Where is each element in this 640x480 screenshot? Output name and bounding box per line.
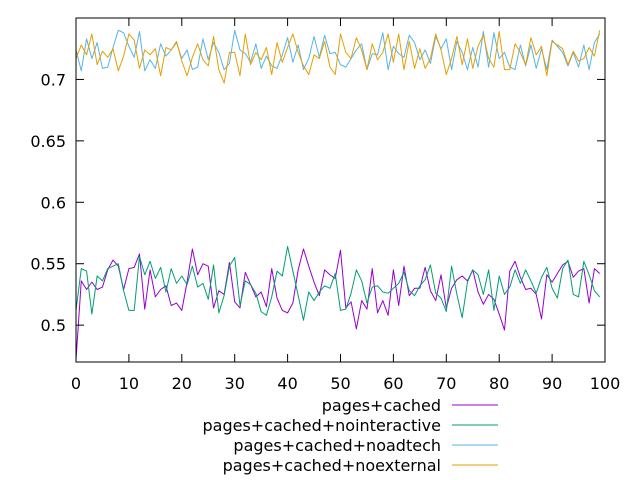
y-tick-label: 0.5 (41, 316, 66, 335)
y-tick-label: 0.65 (30, 132, 66, 151)
x-tick-label: 0 (71, 374, 81, 393)
x-tick-label: 40 (277, 374, 297, 393)
x-tick-label: 30 (225, 374, 245, 393)
x-tick-label: 90 (542, 374, 562, 393)
legend-label-2: pages+cached+nointeractive (203, 416, 442, 435)
x-tick-label: 80 (489, 374, 509, 393)
x-tick-label: 20 (172, 374, 192, 393)
x-tick-label: 60 (383, 374, 403, 393)
legend-label-1: pages+cached (322, 396, 441, 415)
y-tick-label: 0.6 (41, 193, 66, 212)
x-tick-label: 100 (590, 374, 621, 393)
series-line-2 (75, 246, 601, 321)
axes-layer: 0 10 20 30 40 50 60 70 80 90 100 0.5 0.55 0.6 0.65 0.7 (30, 17, 621, 393)
legend-label-4: pages+cached+noexternal (223, 456, 441, 475)
legend: pages+cachedpages+cached+nointeractivepa… (203, 396, 498, 475)
y-tick-label: 0.55 (30, 255, 66, 274)
series-line-4 (75, 30, 601, 84)
series-line-1 (75, 248, 601, 360)
series-layer (75, 29, 601, 360)
y-tick-label: 0.7 (41, 70, 66, 89)
x-tick-label: 50 (330, 374, 350, 393)
legend-label-3: pages+cached+noadtech (233, 436, 441, 455)
x-tick-label: 10 (119, 374, 139, 393)
series-line-3 (75, 29, 601, 72)
x-tick-label: 70 (436, 374, 456, 393)
